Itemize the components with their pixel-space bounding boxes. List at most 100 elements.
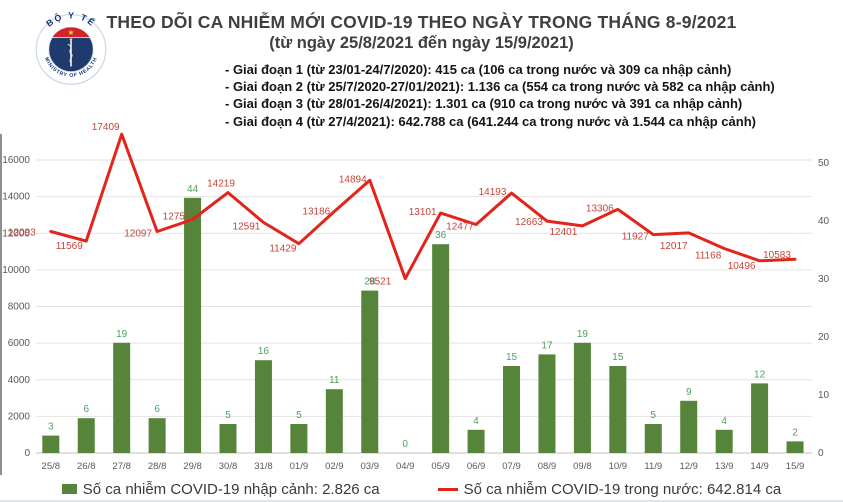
x-axis-label: 12/9 <box>679 461 698 472</box>
left-axis-tick: 0 <box>24 448 30 459</box>
line-value-label: 12591 <box>233 221 261 232</box>
line-value-label: 12017 <box>660 241 688 252</box>
bar-value-label: 4 <box>721 416 727 427</box>
logo-star-icon: ★ <box>68 28 75 37</box>
x-axis-label: 09/8 <box>573 461 592 472</box>
line-value-label: 10583 <box>763 250 791 261</box>
logo-red-band <box>48 27 94 38</box>
imported-cases-bar <box>609 366 627 453</box>
x-axis-label: 05/9 <box>431 461 450 472</box>
right-axis-tick: 20 <box>818 332 830 343</box>
line-value-label: 17409 <box>92 122 120 133</box>
bar-value-label: 4 <box>473 416 479 427</box>
legend-domestic-label: Số ca nhiễm COVID-19 trong nước: 642.814… <box>463 480 782 498</box>
phase-bullet-2: - Giai đoạn 2 (từ 25/7/2020-27/01/2021):… <box>225 79 775 95</box>
imported-cases-bar <box>644 424 662 453</box>
imported-cases-bar <box>715 429 733 453</box>
x-axis-label: 11/9 <box>644 461 662 472</box>
legend-imported-label: Số ca nhiễm COVID-19 nhập cảnh: 2.826 ca <box>82 480 380 498</box>
imported-cases-bar <box>573 342 591 453</box>
line-value-label: 13186 <box>302 207 330 218</box>
left-axis-tick: 4000 <box>8 375 31 386</box>
imported-cases-bar <box>219 424 237 453</box>
line-value-label: 12097 <box>124 228 152 239</box>
imported-cases-bar <box>361 290 379 453</box>
x-axis-label: 13/9 <box>715 461 734 472</box>
line-value-label: 10496 <box>728 261 756 272</box>
bar-value-label: 0 <box>402 439 408 450</box>
line-value-label: 11168 <box>695 250 722 261</box>
imported-cases-bar <box>680 400 698 453</box>
bar-value-label: 5 <box>650 410 656 421</box>
x-axis-label: 29/8 <box>183 461 202 472</box>
left-axis-tick: 2000 <box>8 411 31 422</box>
domestic-cases-line <box>49 132 797 281</box>
bar-value-label: 36 <box>435 230 447 241</box>
right-axis-tick: 40 <box>818 216 830 227</box>
ministry-of-health-logo: BỘ Y TẾ ★ MINISTRY OF HEALTH <box>35 10 107 85</box>
line-value-label: 11927 <box>622 232 650 243</box>
imported-cases-bar <box>325 389 343 453</box>
imported-cases-bar-swatch <box>61 484 77 494</box>
line-value-label: 11429 <box>269 244 297 255</box>
x-axis-label: 27/8 <box>112 461 131 472</box>
imported-cases-bar <box>432 244 450 453</box>
line-value-label: 13101 <box>409 207 437 218</box>
phase-bullet-4: - Giai đoạn 4 (từ 27/4/2021): 642.788 ca… <box>225 113 756 129</box>
x-axis-label: 14/9 <box>750 461 769 472</box>
line-value-label: 14193 <box>479 187 507 198</box>
page-title: THEO DÕI CA NHIỄM MỚI COVID-19 THEO NGÀY… <box>106 12 737 32</box>
x-axis-label: 25/8 <box>42 461 61 472</box>
imported-cases-bar <box>184 197 202 453</box>
legend-item-domestic: Số ca nhiễm COVID-19 trong nước: 642.814… <box>437 480 782 498</box>
x-axis-label: 26/8 <box>77 461 96 472</box>
left-axis-tick: 8000 <box>8 302 31 313</box>
left-axis-tick: 10000 <box>2 265 30 276</box>
bar-value-label: 5 <box>225 410 231 421</box>
line-value-label: 13306 <box>586 203 614 214</box>
left-axis-tick: 16000 <box>2 155 30 166</box>
page-subtitle: (từ ngày 25/8/2021 đến ngày 15/9/2021) <box>269 34 574 52</box>
left-axis-tick: 14000 <box>2 192 30 203</box>
bar-value-label: 15 <box>612 352 624 363</box>
line-value-label: 12093 <box>8 228 36 239</box>
imported-cases-bar <box>786 441 804 453</box>
x-axis-label: 10/9 <box>609 461 628 472</box>
bar-value-label: 5 <box>296 410 302 421</box>
bar-value-label: 6 <box>154 404 160 415</box>
left-axis-tick: 6000 <box>8 338 31 349</box>
left-axis-tick: 12000 <box>2 228 30 239</box>
x-axis-label: 06/9 <box>467 461 486 472</box>
phase-bullet-1: - Giai đoạn 1 (từ 23/01-24/7/2020): 415 … <box>225 62 732 77</box>
bar-value-label: 28 <box>364 277 376 288</box>
bar-value-label: 11 <box>329 375 340 386</box>
line-value-label: 12663 <box>515 217 543 228</box>
x-axis-label: 03/9 <box>361 461 380 472</box>
right-axis-tick: 0 <box>818 448 824 459</box>
line-value-label: 12477 <box>446 222 474 233</box>
x-axis-label: 30/8 <box>219 461 238 472</box>
imported-cases-bar <box>254 360 272 453</box>
line-value-label: 14894 <box>339 174 367 185</box>
logo-staff-snake-icon <box>67 38 73 67</box>
x-axis-label: 04/9 <box>396 461 415 472</box>
imported-cases-bar <box>503 366 521 453</box>
x-axis-label: 31/8 <box>254 461 273 472</box>
line-value-label: 12752 <box>163 211 191 222</box>
line-value-label: 11569 <box>56 241 84 252</box>
x-axis-label: 07/9 <box>502 461 521 472</box>
bar-value-label: 19 <box>577 329 589 340</box>
bar-value-label: 44 <box>187 184 199 195</box>
bar-value-label: 9 <box>686 387 692 398</box>
bar-value-label: 17 <box>541 340 553 351</box>
legend-item-imported: Số ca nhiễm COVID-19 nhập cảnh: 2.826 ca <box>61 480 380 498</box>
imported-cases-bar <box>538 354 556 453</box>
x-axis-label: 28/8 <box>148 461 167 472</box>
line-value-label: 9521 <box>369 277 392 288</box>
bar-value-label: 6 <box>83 404 89 415</box>
bar-value-label: 3 <box>48 422 54 433</box>
right-axis-tick: 30 <box>818 274 830 285</box>
x-axis-label: 02/9 <box>325 461 344 472</box>
imported-cases-bar <box>148 418 166 453</box>
